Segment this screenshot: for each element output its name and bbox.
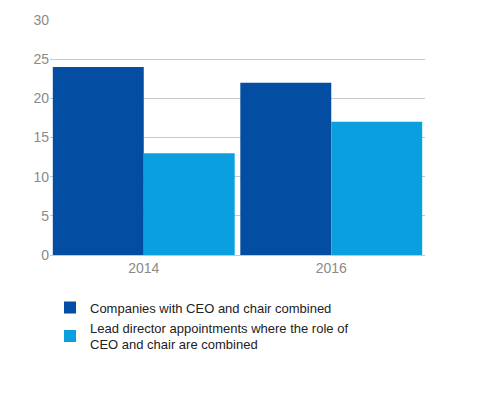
svg-text:20: 20: [33, 90, 49, 106]
svg-text:15: 15: [33, 129, 49, 145]
svg-text:2016: 2016: [316, 260, 347, 276]
svg-text:Lead director appointments whe: Lead director appointments where the rol…: [90, 321, 348, 353]
svg-text:2014: 2014: [128, 260, 159, 276]
svg-text:0: 0: [41, 247, 49, 263]
svg-text:25: 25: [33, 51, 49, 67]
svg-text:Companies with CEO and chair c: Companies with CEO and chair combined: [90, 301, 331, 316]
svg-text:5: 5: [41, 208, 49, 224]
svg-text:30: 30: [33, 12, 49, 28]
svg-text:10: 10: [33, 169, 49, 185]
